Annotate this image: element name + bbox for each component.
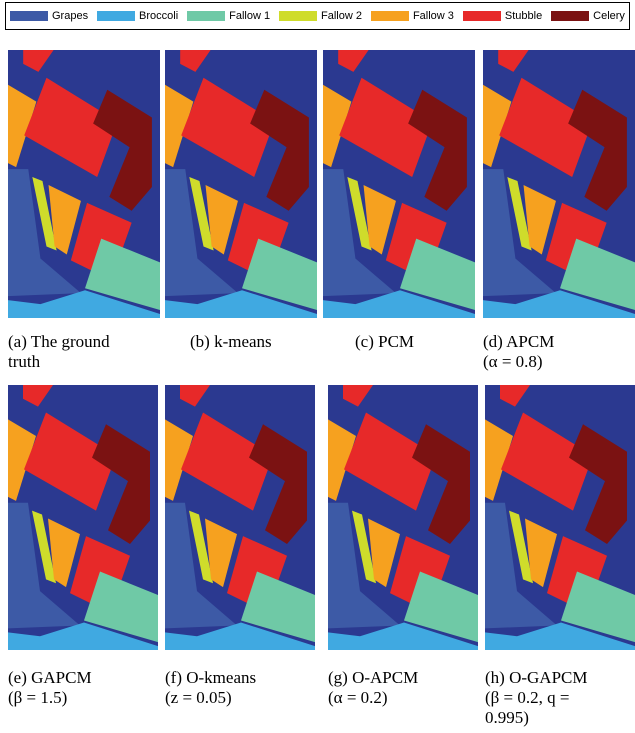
legend-label: Grapes bbox=[52, 10, 88, 22]
legend-item: Celery bbox=[551, 10, 625, 22]
legend-label: Fallow 2 bbox=[321, 10, 362, 22]
caption: (h) O-GAPCM(β = 0.2, q =0.995) bbox=[485, 668, 587, 728]
legend-label: Fallow 3 bbox=[413, 10, 454, 22]
caption-line: (b) k-means bbox=[190, 332, 272, 352]
map-image bbox=[328, 385, 478, 650]
caption: (b) k-means bbox=[190, 332, 272, 352]
legend-item: Fallow 3 bbox=[371, 10, 454, 22]
legend-swatch bbox=[97, 11, 135, 21]
legend-swatch bbox=[10, 11, 48, 21]
map-image bbox=[165, 385, 315, 650]
map-image bbox=[8, 50, 160, 318]
map-image bbox=[323, 50, 475, 318]
figure: Grapes Broccoli Fallow 1 Fallow 2 Fallow 3 St… bbox=[0, 0, 635, 733]
caption-line: (z = 0.05) bbox=[165, 688, 256, 708]
caption: (c) PCM bbox=[355, 332, 414, 352]
legend-swatch bbox=[463, 11, 501, 21]
caption-line: truth bbox=[8, 352, 110, 372]
map-image bbox=[165, 50, 317, 318]
caption-line: (g) O-APCM bbox=[328, 668, 418, 688]
map-image bbox=[483, 50, 635, 318]
classification-map bbox=[323, 50, 475, 318]
legend-swatch bbox=[551, 11, 589, 21]
caption-line: (e) GAPCM bbox=[8, 668, 92, 688]
classification-map bbox=[328, 385, 478, 650]
caption-line: (d) APCM bbox=[483, 332, 554, 352]
caption-line: (α = 0.8) bbox=[483, 352, 554, 372]
caption: (f) O-kmeans(z = 0.05) bbox=[165, 668, 256, 708]
legend-item: Grapes bbox=[10, 10, 88, 22]
legend-item: Stubble bbox=[463, 10, 542, 22]
caption-line: (β = 1.5) bbox=[8, 688, 92, 708]
legend-swatch bbox=[371, 11, 409, 21]
legend-label: Fallow 1 bbox=[229, 10, 270, 22]
classification-map bbox=[8, 50, 160, 318]
legend-swatch bbox=[279, 11, 317, 21]
legend-label: Broccoli bbox=[139, 10, 178, 22]
map-image bbox=[485, 385, 635, 650]
classification-map bbox=[483, 50, 635, 318]
classification-map bbox=[165, 385, 315, 650]
classification-map bbox=[485, 385, 635, 650]
legend: Grapes Broccoli Fallow 1 Fallow 2 Fallow 3 St… bbox=[5, 2, 630, 30]
caption: (g) O-APCM(α = 0.2) bbox=[328, 668, 418, 708]
caption-line: (c) PCM bbox=[355, 332, 414, 352]
caption-line: (h) O-GAPCM bbox=[485, 668, 587, 688]
legend-label: Stubble bbox=[505, 10, 542, 22]
caption-line: 0.995) bbox=[485, 708, 587, 728]
caption-line: (f) O-kmeans bbox=[165, 668, 256, 688]
legend-item: Broccoli bbox=[97, 10, 178, 22]
caption-line: (β = 0.2, q = bbox=[485, 688, 587, 708]
map-image bbox=[8, 385, 158, 650]
legend-swatch bbox=[187, 11, 225, 21]
caption: (e) GAPCM(β = 1.5) bbox=[8, 668, 92, 708]
classification-map bbox=[8, 385, 158, 650]
legend-item: Fallow 2 bbox=[279, 10, 362, 22]
legend-item: Fallow 1 bbox=[187, 10, 270, 22]
legend-label: Celery bbox=[593, 10, 625, 22]
caption: (d) APCM(α = 0.8) bbox=[483, 332, 554, 372]
caption-line: (a) The ground bbox=[8, 332, 110, 352]
classification-map bbox=[165, 50, 317, 318]
caption-line: (α = 0.2) bbox=[328, 688, 418, 708]
